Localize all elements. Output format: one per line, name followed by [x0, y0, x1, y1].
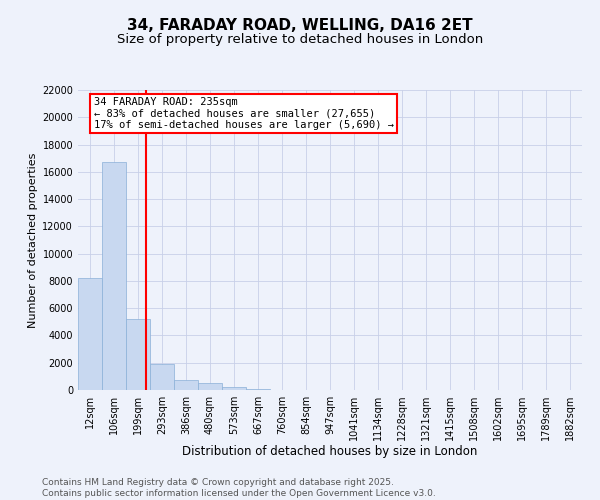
- Text: Contains HM Land Registry data © Crown copyright and database right 2025.
Contai: Contains HM Land Registry data © Crown c…: [42, 478, 436, 498]
- Y-axis label: Number of detached properties: Number of detached properties: [28, 152, 38, 328]
- Text: 34, FARADAY ROAD, WELLING, DA16 2ET: 34, FARADAY ROAD, WELLING, DA16 2ET: [127, 18, 473, 32]
- Bar: [78, 278, 102, 390]
- X-axis label: Distribution of detached houses by size in London: Distribution of detached houses by size …: [182, 444, 478, 458]
- Bar: [174, 380, 198, 390]
- Text: 34 FARADAY ROAD: 235sqm
← 83% of detached houses are smaller (27,655)
17% of sem: 34 FARADAY ROAD: 235sqm ← 83% of detache…: [94, 97, 394, 130]
- Bar: [150, 364, 174, 390]
- Bar: [126, 319, 150, 390]
- Bar: [198, 383, 222, 390]
- Bar: [246, 388, 270, 390]
- Text: Size of property relative to detached houses in London: Size of property relative to detached ho…: [117, 32, 483, 46]
- Bar: [222, 388, 246, 390]
- Bar: [102, 162, 126, 390]
